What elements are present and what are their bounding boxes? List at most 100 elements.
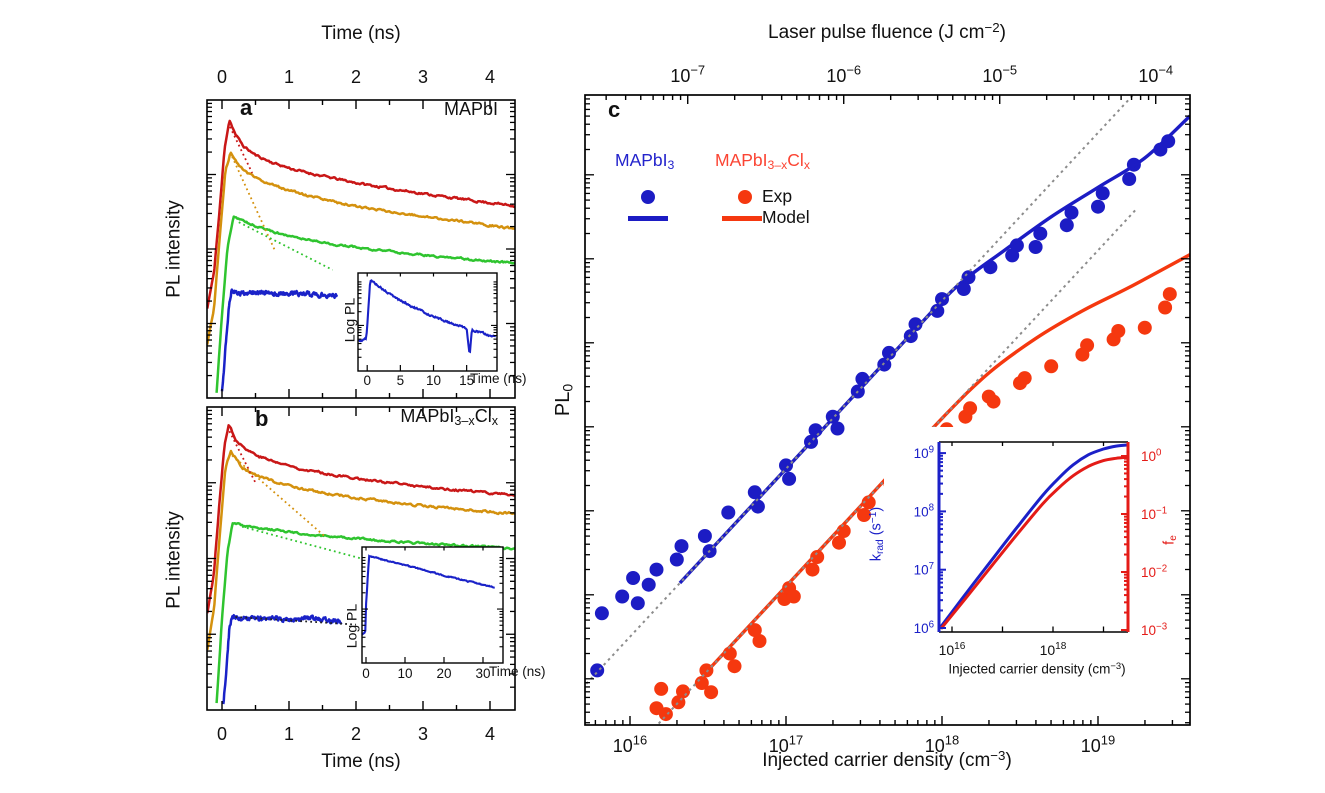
mapbi3-exp-point <box>1122 172 1137 186</box>
panel-b: 0 1 2 3 4 <box>206 406 516 744</box>
legend-exp-marker-red <box>738 190 752 204</box>
panel-b-title: MAPbI3–xClx <box>400 406 498 429</box>
mapbicl-exp-point <box>1080 338 1095 353</box>
axis-title-injected-density: Injected carrier density (cm−3) <box>762 748 1012 771</box>
mapbi3-exp-point <box>674 539 689 554</box>
svg-text:107: 107 <box>914 561 934 578</box>
panel-b-inset-axes: 0 10 20 30 <box>361 546 504 681</box>
mapbicl-exp-point <box>676 684 690 699</box>
svg-text:1: 1 <box>284 724 294 744</box>
panel-b-decay-mid-fluence <box>215 521 515 704</box>
axis-title-laser-fluence: Laser pulse fluence (J cm−2) <box>768 20 1006 43</box>
svg-text:3: 3 <box>418 724 428 744</box>
panel-a-initial-decay-fit-green <box>238 221 334 271</box>
panel-a-decay-low-fluence <box>220 288 339 392</box>
panel-c-mapbi3-quadratic-ref <box>585 95 1135 685</box>
mapbi3-exp-point <box>641 577 656 592</box>
panel-b-initial-decay-fit-green <box>241 525 362 560</box>
panel-a-inset-axes: 0 5 10 15 <box>357 272 498 388</box>
mapbicl-exp-point <box>986 394 1001 409</box>
svg-text:1018: 1018 <box>1040 641 1067 658</box>
panel-a-letter: a <box>240 95 253 120</box>
panel-c-letter: c <box>608 97 621 122</box>
svg-text:0: 0 <box>363 373 371 388</box>
svg-text:10−4: 10−4 <box>1138 62 1173 86</box>
panel-a-decay-highest-fluence <box>207 119 515 309</box>
mapbicl-exp-point <box>747 623 762 638</box>
axis-title-pl0: PL0 <box>552 383 576 417</box>
panel-a-decay-mid-fluence <box>215 215 515 393</box>
svg-text:2: 2 <box>351 67 361 87</box>
svg-text:10−5: 10−5 <box>982 62 1017 86</box>
svg-text:0: 0 <box>217 724 227 744</box>
mapbi3-exp-point <box>630 596 645 611</box>
panel-a: 0 1 2 3 4 <box>206 67 516 399</box>
svg-text:30: 30 <box>475 666 490 681</box>
svg-text:106: 106 <box>914 619 934 636</box>
panel-a-title: MAPbI <box>443 99 498 119</box>
mapbi3-exp-point <box>1091 199 1105 214</box>
legend-model-label: Model <box>762 207 810 227</box>
panel-b-inset-log-pl-trace <box>362 554 495 636</box>
inset-c-xlabel: Injected carrier density (cm−3) <box>948 661 1126 677</box>
panel-a-initial-decay-fit-orange <box>231 156 277 253</box>
svg-text:0: 0 <box>217 67 227 87</box>
svg-text:4: 4 <box>485 724 495 744</box>
svg-text:10: 10 <box>397 666 412 681</box>
inset-b-ylabel: Log PL <box>343 603 360 649</box>
mapbicl-exp-point <box>810 550 825 564</box>
panel-a-initial-decay-fit-red <box>229 126 254 174</box>
panel-b-plateau-fit-black <box>235 616 357 626</box>
mapbicl-exp-point <box>1044 359 1059 374</box>
mapbicl-exp-point <box>1158 300 1173 315</box>
panel-c-inset-series <box>939 443 1128 630</box>
mapbicl-exp-point <box>963 401 978 416</box>
panel-b-inset-series <box>362 554 495 636</box>
svg-text:10−6: 10−6 <box>826 62 861 86</box>
svg-text:1019: 1019 <box>1081 732 1115 756</box>
panel-c-mapbicl-quadratic-ref <box>655 207 1138 725</box>
mapbi3-exp-point <box>594 606 609 621</box>
panel-a-axes: 0 1 2 3 4 <box>206 67 516 399</box>
svg-text:20: 20 <box>436 666 451 681</box>
mapbi3-exp-point <box>721 505 736 520</box>
svg-text:100: 100 <box>1141 447 1162 464</box>
svg-text:10: 10 <box>426 373 441 388</box>
mapbi3-exp-point <box>779 458 793 473</box>
svg-text:109: 109 <box>914 444 934 461</box>
mapbicl-exp-point <box>704 685 719 700</box>
inset-c-krad-model <box>939 443 1128 628</box>
mapbi3-exp-point <box>590 663 605 678</box>
axis-title-pl-intensity-a: PL intensity <box>163 200 185 298</box>
mapbi3-exp-point <box>1033 226 1048 241</box>
panel-b-inset: 0 10 20 30 <box>361 546 504 681</box>
mapbicl-exp-point <box>1137 320 1152 335</box>
inset-c-fe-model <box>939 455 1128 630</box>
svg-text:108: 108 <box>914 503 934 520</box>
inset-a-xlabel: Time (ns) <box>470 371 527 386</box>
mapbi3-exp-point <box>1095 186 1110 201</box>
svg-text:3: 3 <box>418 67 428 87</box>
svg-text:1: 1 <box>284 67 294 87</box>
mapbicl-exp-point <box>752 634 767 648</box>
mapbi3-exp-point <box>626 571 641 585</box>
panel-b-initial-decay-fit-orange <box>231 454 327 538</box>
svg-text:10−1: 10−1 <box>1141 505 1167 522</box>
svg-text:15: 15 <box>459 373 474 388</box>
mapbi3-exp-point <box>697 529 712 543</box>
mapbi3-exp-point <box>1028 240 1043 254</box>
mapbicl-exp-point <box>857 508 871 522</box>
legend-mapbi3-label: MAPbI3 <box>615 150 675 173</box>
mapbicl-exp-point <box>1162 287 1177 302</box>
panel-b-decay-high-fluence <box>207 449 515 651</box>
mapbicl-exp-point <box>699 663 714 678</box>
panel-c-mapbi3-model <box>678 114 1190 585</box>
panel-b-decay-low-fluence <box>222 613 343 705</box>
svg-text:1018: 1018 <box>925 732 959 756</box>
axis-title-time-top: Time (ns) <box>321 23 401 44</box>
mapbi3-exp-point <box>669 552 684 567</box>
inset-b-xlabel: Time (ns) <box>489 664 546 679</box>
svg-text:1016: 1016 <box>613 732 647 756</box>
panel-c-inset: 106 107 108 109 100 10−1 10−2 10−3 1016 1018 <box>884 427 1180 689</box>
